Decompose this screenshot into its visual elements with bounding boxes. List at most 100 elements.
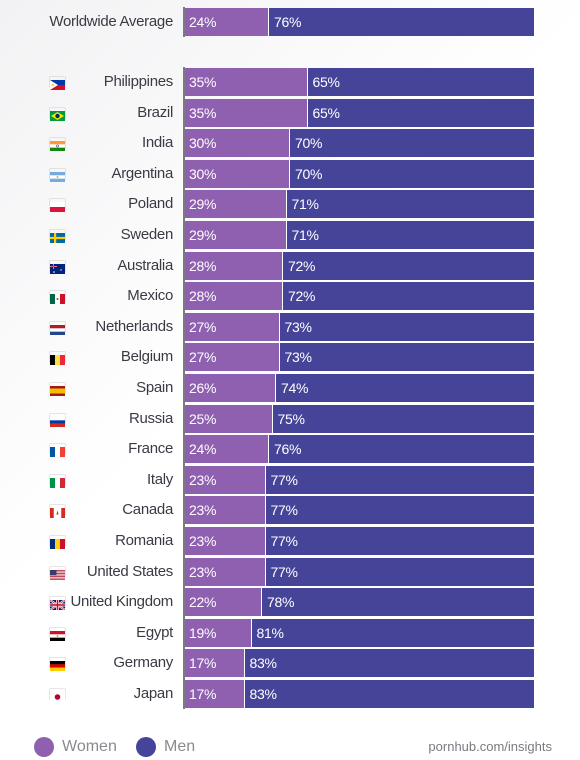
men-value-label: 81% [256,624,284,641]
country-row: Romania 23% 77% [0,527,580,555]
category-label: Netherlands [95,317,173,335]
men-value-label: 75% [277,410,305,427]
men-bar-segment: 77% [264,496,534,525]
women-value-label: 25% [189,410,217,427]
men-bar-segment: 76% [268,435,534,464]
country-row: Mexico 28% 72% [0,282,580,311]
legend-women-label: Women [62,738,117,755]
category-label: France [128,440,173,458]
women-value-label: 23% [189,471,217,488]
men-bar-segment: 77% [264,527,534,555]
men-bar-segment: 78% [261,588,534,617]
women-bar-segment: 24% [184,435,268,464]
philippines-flag-icon [50,77,65,90]
men-value-label: 72% [288,288,316,305]
italy-flag-icon [50,475,66,488]
women-bar-segment: 26% [184,374,275,402]
women-value-label: 17% [189,655,217,672]
category-label: Canada [122,501,173,519]
country-row: Netherlands 27% 73% [0,312,580,341]
country-row: Germany 17% 83% [0,649,580,678]
men-bar-segment: 77% [264,465,534,494]
men-bar-segment: 73% [278,312,534,341]
stacked-bar: 28% 72% [184,282,534,311]
stacked-bar: 17% 83% [184,680,534,708]
men-value-label: 72% [288,257,316,274]
women-bar-segment: 23% [184,527,265,555]
women-value-label: 30% [189,135,217,152]
stacked-bar: 22% 78% [184,588,534,617]
men-bar-segment: 74% [275,374,534,402]
women-value-label: 19% [189,624,217,641]
men-bar-segment: 76% [268,8,534,36]
men-bar-segment: 77% [264,557,534,586]
germany-flag-icon [50,658,65,672]
brazil-flag-icon [50,108,65,121]
country-row: United States 23% 77% [0,557,580,586]
women-value-label: 30% [189,165,217,182]
stacked-bar: 29% 71% [184,190,534,219]
men-value-label: 83% [249,686,277,702]
belgium-flag-icon [50,352,66,366]
egypt-flag-icon [50,628,65,641]
women-value-label: 27% [189,349,217,366]
category-label: Italy [146,470,173,488]
stacked-bar: 35% 65% [184,68,534,96]
country-row: Belgium 27% 73% [0,343,580,372]
women-bar-segment: 23% [184,496,265,525]
country-row: Egypt 19% 81% [0,618,580,647]
women-bar-segment: 24% [184,8,268,36]
country-row: Australia 28% 72% [0,251,580,280]
canada-flag-icon [50,505,65,519]
women-value-label: 26% [189,380,217,396]
men-bar-segment: 70% [289,129,534,158]
category-label: Japan [133,685,174,702]
india-flag-icon [50,138,65,152]
men-bar-segment: 72% [282,282,534,311]
country-row: Argentina 30% 70% [0,159,580,188]
russia-flag-icon [50,414,65,427]
stacked-bar: 19% 81% [184,618,534,647]
category-label: Argentina [111,164,173,182]
women-value-label: 24% [189,14,217,30]
stacked-bar: 25% 75% [184,404,534,433]
women-value-label: 23% [189,533,217,549]
country-row: Sweden 29% 71% [0,221,580,249]
stacked-bar: 23% 77% [184,527,534,555]
men-value-label: 76% [274,14,302,30]
mexico-flag-icon [50,291,66,305]
category-label: Philippines [103,73,174,90]
men-value-label: 77% [270,563,298,580]
united-kingdom-flag-icon [49,597,66,612]
country-row: France 24% 76% [0,435,580,464]
women-value-label: 35% [189,104,217,121]
australia-flag-icon [50,261,65,274]
category-label: Poland [128,195,173,213]
category-label: Mexico [127,287,173,305]
men-bar-segment: 83% [243,680,534,708]
men-bar-segment: 72% [282,251,534,280]
women-bar-segment: 22% [184,588,261,617]
men-value-label: 76% [274,441,302,458]
netherlands-flag-icon [50,322,65,335]
women-value-label: 23% [189,502,217,519]
category-label: Sweden [120,226,174,243]
stacked-bar: 23% 77% [184,557,534,586]
country-row: Brazil 35% 65% [0,98,580,127]
women-bar-segment: 23% [184,465,265,494]
category-label: Brazil [137,103,173,121]
country-row: Italy 23% 77% [0,465,580,494]
sweden-flag-icon [50,230,65,243]
men-value-label: 65% [312,104,340,121]
men-bar-segment: 71% [285,190,534,219]
men-bar-segment: 70% [289,159,534,188]
country-row: Japan 17% 83% [0,680,580,708]
women-value-label: 29% [189,196,217,213]
women-bar-segment: 25% [184,404,272,433]
stacked-bar: 24% 76% [184,435,534,464]
france-flag-icon [50,444,66,458]
men-value-label: 73% [284,349,312,366]
axis-line [183,67,185,709]
category-label: Egypt [136,623,173,641]
